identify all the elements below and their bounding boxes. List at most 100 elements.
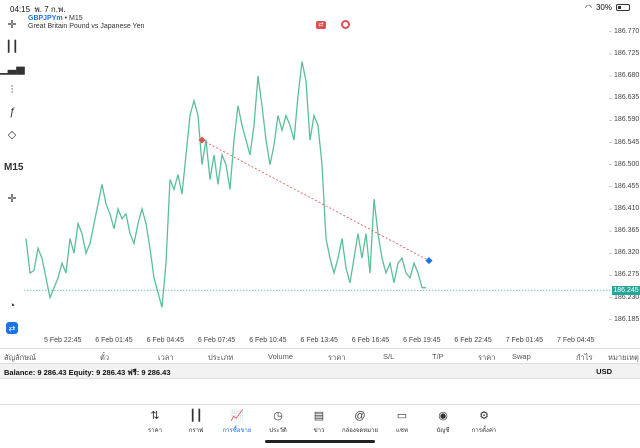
speedometer-icon[interactable]: ◔ xyxy=(8,300,16,312)
nav-tab-label: การตั้งค่า xyxy=(471,428,497,434)
chat-icon: ▭ xyxy=(396,410,408,422)
time-tick: 7 Feb 01:45 xyxy=(505,337,544,344)
balance-row: Balance: 9 286.43 Equity: 9 286.43 ฟรี: … xyxy=(0,363,640,379)
history-icon: ◷ xyxy=(273,410,283,422)
table-column-header[interactable]: S/L xyxy=(383,352,395,361)
news-icon: ▤ xyxy=(313,410,325,422)
chart-timeframe: M15 xyxy=(68,15,83,22)
time-axis: 5 Feb 22:45 6 Feb 01:45 6 Feb 04:45 6 Feb 0… xyxy=(24,337,612,347)
chart-symbol-title: GBPJPYm • M15 xyxy=(28,15,83,22)
time-tick: 6 Feb 10:45 xyxy=(249,337,287,344)
price-tick: 186.455 xyxy=(614,182,640,190)
trade-icon: 📈 xyxy=(230,410,244,422)
sell-buy-panel-icon[interactable]: ⇄ xyxy=(316,21,326,29)
nav-tab-label: ข่าว xyxy=(313,428,325,434)
time-tick: 6 Feb 19:45 xyxy=(403,337,441,344)
price-tick: 186.500 xyxy=(614,160,640,168)
time-tick: 5 Feb 22:45 xyxy=(44,337,82,344)
function-icon[interactable]: ƒ xyxy=(8,106,16,118)
table-column-header[interactable]: สัญลักษณ์ xyxy=(4,353,37,362)
battery-percent: 30% xyxy=(595,3,612,12)
time-tick: 6 Feb 22:45 xyxy=(454,337,492,344)
chart-canvas[interactable] xyxy=(24,14,612,344)
price-chart[interactable] xyxy=(24,14,612,344)
settings-icon: ⚙ xyxy=(479,410,489,422)
chart-icon: ┃┃ xyxy=(189,410,203,422)
nav-tab-news[interactable]: ▤ ข่าว xyxy=(299,409,339,435)
account-icon: ◉ xyxy=(438,410,448,422)
nav-tab-label: การซื้อขาย xyxy=(222,428,252,434)
price-tick: 186.275 xyxy=(614,271,640,279)
trendline-end-handle[interactable] xyxy=(425,257,433,265)
chart-toolbar: ✛ ┃┃ ▁▃▅ ⫶ ƒ ◇ M15 ✛ ◔ ⇄ xyxy=(0,14,25,344)
price-axis: 186.770 186.725 186.680 186.635 186.590 186.5… xyxy=(612,14,640,344)
current-price-label: 186.245 xyxy=(612,285,640,295)
status-indicators: ◠ 30% xyxy=(585,3,630,12)
status-bar: 04:15 พ. 7 ก.พ. ◠ 30% xyxy=(0,0,640,14)
price-tick: 186.635 xyxy=(614,94,640,102)
nav-tab-chat[interactable]: ▭ แชท xyxy=(382,409,422,435)
crosshair-icon[interactable]: ✛ xyxy=(7,18,17,31)
table-column-header[interactable]: หมายเหตุ xyxy=(608,353,639,362)
objects-icon[interactable]: ◇ xyxy=(7,128,17,141)
price-tick: 186.590 xyxy=(614,116,640,124)
balance-summary: Balance: 9 286.43 Equity: 9 286.43 ฟรี: … xyxy=(4,368,171,377)
nav-tab-quotes[interactable]: ⇅ ราคา xyxy=(135,409,175,435)
price-series-line xyxy=(25,61,426,308)
battery-icon xyxy=(616,4,630,11)
time-tick: 7 Feb 04:45 xyxy=(557,337,595,344)
nav-tab-label: แชท xyxy=(396,428,408,434)
time-tick: 6 Feb 07:45 xyxy=(197,337,236,344)
price-tick: 186.680 xyxy=(614,72,640,80)
nav-tab-mailbox[interactable]: @ กล่องจดหมาย xyxy=(340,409,380,435)
indicators-icon[interactable]: ⫶ xyxy=(10,83,14,96)
nav-tab-label: กล่องจดหมาย xyxy=(341,428,379,434)
table-column-header[interactable]: ตั๋ว xyxy=(100,353,110,362)
price-tick: 186.725 xyxy=(614,49,640,57)
nav-tab-label: บัญชี xyxy=(436,428,450,434)
price-tick: 186.770 xyxy=(614,27,640,35)
time-tick: 6 Feb 16:45 xyxy=(351,337,390,344)
nav-tab-label: ราคา xyxy=(148,428,162,434)
one-click-trading-icon[interactable]: ⇄ xyxy=(6,322,18,334)
nav-tab-history[interactable]: ◷ ประวัติ xyxy=(258,409,298,435)
depth-of-market-icon[interactable] xyxy=(341,20,350,29)
wifi-icon: ◠ xyxy=(585,3,592,12)
table-column-header[interactable]: T/P xyxy=(432,352,444,361)
price-tick: 186.410 xyxy=(614,204,640,212)
table-column-header[interactable]: ประเภท xyxy=(208,353,234,362)
timeframe-button[interactable]: M15 xyxy=(4,162,24,173)
trendline-start-handle[interactable] xyxy=(198,136,206,144)
bar-chart-icon[interactable]: ▁▃▅ xyxy=(0,62,25,75)
home-indicator xyxy=(265,440,375,443)
nav-tab-trade[interactable]: 📈 การซื้อขาย xyxy=(217,409,257,435)
candlesticks-icon[interactable]: ┃┃ xyxy=(5,40,19,53)
quotes-icon: ⇅ xyxy=(150,410,160,422)
nav-tab-account[interactable]: ◉ บัญชี xyxy=(423,409,463,435)
price-tick: 186.320 xyxy=(614,249,640,257)
table-column-header[interactable]: Volume xyxy=(268,352,294,361)
nav-tab-settings[interactable]: ⚙ การตั้งค่า xyxy=(464,409,504,435)
trade-table-header: สัญลักษณ์ ตั๋ว เวลา ประเภท Volume ราคา S/L T/P ร… xyxy=(0,348,640,363)
time-tick: 6 Feb 04:45 xyxy=(146,337,184,344)
table-column-header[interactable]: ราคา xyxy=(328,353,346,362)
price-tick: 186.365 xyxy=(614,227,640,235)
table-column-header[interactable]: Swap xyxy=(512,352,531,361)
price-tick: 186.230 xyxy=(614,293,640,301)
symbol-description: Great Britain Pound vs Japanese Yen xyxy=(28,23,145,30)
trendline[interactable] xyxy=(201,139,430,262)
time-tick: 6 Feb 01:45 xyxy=(95,337,133,344)
nav-tab-label: กราฟ xyxy=(188,428,204,434)
mailbox-icon: @ xyxy=(354,410,366,422)
add-crosshair-icon[interactable]: ✛ xyxy=(7,192,17,205)
time-tick: 6 Feb 13:45 xyxy=(300,337,338,344)
nav-tab-label: ประวัติ xyxy=(269,428,287,434)
table-column-header[interactable]: กำไร xyxy=(576,353,593,362)
table-column-header[interactable]: ราคา xyxy=(478,353,496,362)
nav-tab-chart[interactable]: ┃┃ กราฟ xyxy=(176,409,216,435)
status-time: 04:15 พ. 7 ก.พ. xyxy=(10,5,66,14)
table-column-header[interactable]: เวลา xyxy=(158,353,174,362)
account-currency: USD xyxy=(596,367,612,376)
symbol-name: GBPJPYm xyxy=(28,15,63,22)
price-tick: 186.545 xyxy=(614,138,640,146)
